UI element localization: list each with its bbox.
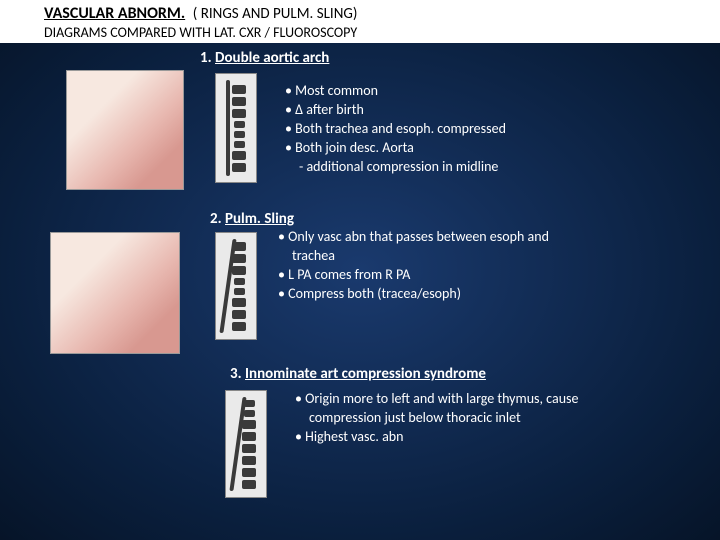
section2-num: 2. [210,210,222,228]
bullet-text: compression just below thoracic inlet [309,409,695,428]
section3-heading: 3. Innominate art compression syndrome [230,365,486,383]
section1-fluoro-image [215,73,257,183]
section3-title: Innominate art compression syndrome [245,365,486,383]
bullet-text: • Δ after birth [285,101,506,120]
section2-fluoro-image [215,232,257,340]
fluoro-segments-icon [232,85,246,172]
section1-bullets: • Most common • Δ after birth • Both tra… [285,82,506,176]
title-main: VASCULAR ABNORM. [44,4,185,23]
bullet-text: trachea [292,247,549,266]
section3-bullets: • Origin more to left and with large thy… [295,390,695,447]
bullet-text: - additional compression in midline [299,158,506,177]
section1-anatomy-image [66,70,184,190]
section2-title: Pulm. Sling [225,210,294,228]
section2-bullets: • Only vasc abn that passes between esop… [278,228,549,304]
section1-title: Double aortic arch [215,49,329,67]
bullet-text: • Both trachea and esoph. compressed [285,120,506,139]
title-sub: ( RINGS AND PULM. SLING) [193,5,358,23]
bullet-text: • Origin more to left and with large thy… [295,390,695,409]
bullet-text: • L PA comes from R PA [278,266,549,285]
fluoro-tube-icon [226,80,230,176]
section2-anatomy-image [50,232,180,354]
subtitle: DIAGRAMS COMPARED WITH LAT. CXR / FLUORO… [44,24,712,41]
section3-num: 3. [230,365,242,383]
section1-num: 1. [200,49,212,67]
section1-heading: 1. Double aortic arch [200,49,329,67]
bullet-text: • Both join desc. Aorta [285,139,506,158]
section2-heading: 2. Pulm. Sling [210,210,294,228]
bullet-text: • Most common [285,82,506,101]
bullet-text: • Highest vasc. abn [295,428,695,447]
section3-fluoro-image [225,390,267,498]
bullet-text: • Only vasc abn that passes between esop… [278,228,549,247]
header-bar: VASCULAR ABNORM. ( RINGS AND PULM. SLING… [0,0,720,43]
title-line: VASCULAR ABNORM. ( RINGS AND PULM. SLING… [44,4,712,23]
bullet-text: • Compress both (tracea/esoph) [278,285,549,304]
